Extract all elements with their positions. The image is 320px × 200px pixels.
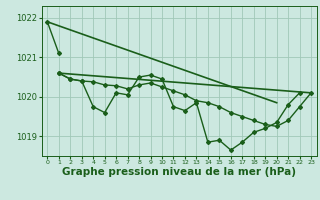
X-axis label: Graphe pression niveau de la mer (hPa): Graphe pression niveau de la mer (hPa) xyxy=(62,167,296,177)
